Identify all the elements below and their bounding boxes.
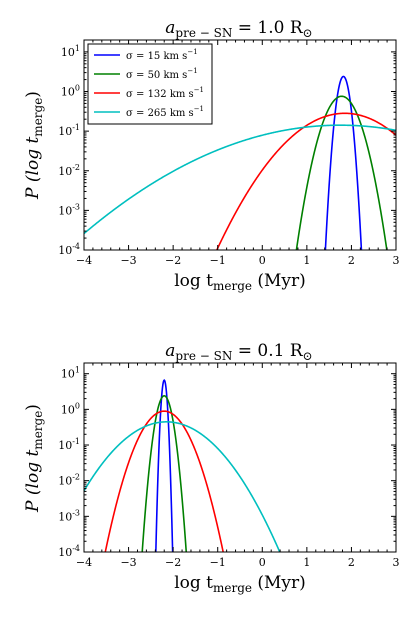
panel-bottom-ylabel-main: P (log t [23,450,43,513]
panel-bottom-xtick-label: −2 [165,556,181,569]
panel-bottom-xtick-label: −1 [210,556,226,569]
panel-bottom-xtick-label: −4 [76,556,92,569]
panel-bottom-xlabel-sub: merge [213,581,252,595]
panel-bottom-xlabel-rest: (Myr) [252,573,306,593]
panel-bottom-title-rest: = 0.1 R [232,341,303,361]
panel-bottom-xtick-label: 3 [393,556,400,569]
panel-bottom-curves [84,378,281,552]
panel-bottom-ytick-label: 10-1 [58,437,80,452]
panel-bottom-series-1 [141,395,188,552]
panel-bottom-axes [83,362,397,553]
panel-bottom-ytick-label: 100 [61,401,80,416]
panel-top-title-main: a [165,18,175,38]
panel-top-series-3 [84,124,396,235]
panel-bottom-ylabel-rest: ) [23,404,43,411]
legend-entry-0: σ = 15 km s−1 [94,48,198,62]
panel-bottom-series-0 [155,378,174,552]
panel-top-ytick-label: 10-3 [58,202,80,217]
panel-top-ytick-label: 10-2 [58,163,80,178]
panel-bottom-series-2 [104,410,224,552]
legend-entry-2: σ = 132 km s−1 [94,86,204,100]
panel-top: apre − SN = 1.0 R⊙ −4 −3 −2 −1 0 1 2 3 10-4 10-3 1… [23,18,400,293]
panel-bottom-ytick-label: 10-4 [58,544,80,559]
panel-top-curves [84,75,396,250]
panel-bottom-series-3 [84,421,281,552]
panel-top-xtick-label: −3 [120,254,136,267]
panel-bottom-title-sub: pre − SN [175,349,232,363]
panel-bottom-xtick-label: 2 [348,556,355,569]
legend-label-1: σ = 50 km s−1 [126,67,198,81]
panel-top-title-sym: ⊙ [303,26,313,40]
panel-bottom-xlabel-main: log t [174,573,213,593]
legend-label-2: σ = 132 km s−1 [126,86,204,100]
panel-top-ytick-label: 101 [61,44,80,59]
panel-top-title-sub: pre − SN [175,26,232,40]
panel-bottom-ylabel-sub: merge [31,411,45,450]
legend-entry-1: σ = 50 km s−1 [94,67,198,81]
panel-top-xtick-label: −2 [165,254,181,267]
panel-top-ylabel-sub: merge [31,98,45,137]
panel-top-xtick-label: −1 [210,254,226,267]
panel-top-ylabel-main: P (log t [23,137,43,200]
panel-top-ytick-label: 10-1 [58,123,80,138]
legend-label-3: σ = 265 km s−1 [126,105,204,119]
panel-top-xlabel: log tmerge (Myr) [174,271,306,293]
panel-bottom-title: apre − SN = 0.1 R⊙ [165,341,312,363]
panel-bottom-ylabel: P (log tmerge) [23,404,45,513]
panel-bottom-xlabel: log tmerge (Myr) [174,573,306,595]
panel-top-ticks: −4 −3 −2 −1 0 1 2 3 10-4 10-3 10-2 10-1 100 101 [58,40,400,267]
panel-top-ylabel-rest: ) [23,91,43,98]
panel-top-xlabel-sub: merge [213,279,252,293]
panel-top-xlabel-rest: (Myr) [252,271,306,291]
panel-bottom-title-main: a [165,341,175,361]
panel-top-axes [83,39,397,251]
legend-label-0: σ = 15 km s−1 [126,48,198,62]
panel-top-xtick-label: 0 [259,254,266,267]
panel-top-xtick-label: 3 [393,254,400,267]
panel-bottom-title-sym: ⊙ [303,349,313,363]
panel-top-xtick-label: 1 [303,254,310,267]
panel-top-xlabel-main: log t [174,271,213,291]
panel-top-title: apre − SN = 1.0 R⊙ [165,18,312,40]
panel-top-ytick-label: 10-4 [58,242,80,257]
panel-bottom: apre − SN = 0.1 R⊙ −4 −3 −2 −1 0 1 2 3 10-4 10-3 1… [23,341,400,595]
legend-entry-3: σ = 265 km s−1 [94,105,204,119]
panel-top-title-rest: = 1.0 R [232,18,303,38]
panel-top-series-1 [295,95,388,250]
panel-top-series-2 [215,112,396,250]
legend-box [87,43,213,125]
panel-top-xtick-label: 2 [348,254,355,267]
panel-bottom-ytick-label: 101 [61,366,80,381]
panel-bottom-ytick-label: 10-2 [58,473,80,488]
panel-top-series-0 [324,75,363,250]
panel-bottom-ytick-label: 10-3 [58,508,80,523]
panel-bottom-xtick-label: 1 [303,556,310,569]
panel-bottom-xtick-label: −3 [120,556,136,569]
panel-top-ytick-label: 100 [61,84,80,99]
panel-bottom-xtick-label: 0 [259,556,266,569]
panel-top-xtick-label: −4 [76,254,92,267]
panel-bottom-ticks: −4 −3 −2 −1 0 1 2 3 10-4 10-3 10-2 10-1 100 101 [58,363,400,569]
panel-top-ylabel: P (log tmerge) [23,91,45,200]
legend: σ = 15 km s−1 σ = 50 km s−1 σ = 132 km s… [87,43,213,125]
